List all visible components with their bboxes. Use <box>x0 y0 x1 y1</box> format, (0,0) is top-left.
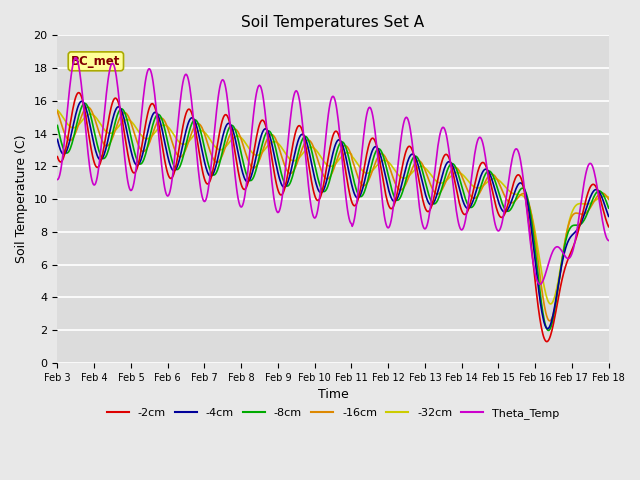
Text: BC_met: BC_met <box>71 55 120 68</box>
Legend: -2cm, -4cm, -8cm, -16cm, -32cm, Theta_Temp: -2cm, -4cm, -8cm, -16cm, -32cm, Theta_Te… <box>102 403 564 423</box>
X-axis label: Time: Time <box>317 388 348 401</box>
Title: Soil Temperatures Set A: Soil Temperatures Set A <box>241 15 424 30</box>
Y-axis label: Soil Temperature (C): Soil Temperature (C) <box>15 135 28 264</box>
